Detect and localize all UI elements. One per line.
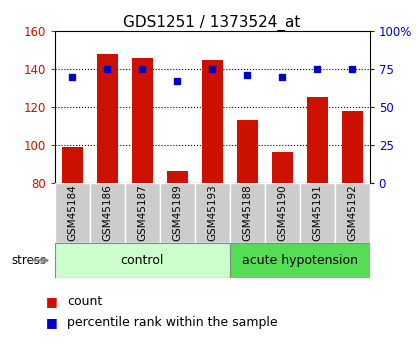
Bar [55,183,89,243]
Bar [167,171,188,183]
Bar [335,183,370,243]
Text: GSM45184: GSM45184 [67,185,77,242]
Text: GSM45193: GSM45193 [207,185,217,242]
Bar [194,183,230,243]
Bar [89,183,125,243]
Bar [131,58,152,183]
Text: GSM45189: GSM45189 [172,185,182,242]
Text: GSM45186: GSM45186 [102,185,112,242]
Bar [307,98,328,183]
Text: GSM45188: GSM45188 [242,185,252,242]
Text: GSM45187: GSM45187 [137,185,147,242]
Bar [55,243,230,278]
Bar [272,152,293,183]
Text: GSM45192: GSM45192 [347,185,357,242]
Text: GSM45190: GSM45190 [277,185,287,241]
Bar [299,183,335,243]
Text: acute hypotension: acute hypotension [241,254,357,267]
Title: GDS1251 / 1373524_at: GDS1251 / 1373524_at [123,15,301,31]
Text: ■: ■ [46,316,58,329]
Text: count: count [67,295,102,308]
Bar [341,111,362,183]
Bar [230,243,370,278]
Text: ■: ■ [46,295,58,308]
Bar [97,54,118,183]
Bar [125,183,160,243]
Bar [230,183,265,243]
Text: GSM45191: GSM45191 [312,185,322,242]
Bar [62,147,83,183]
Bar [265,183,299,243]
Text: stress: stress [11,254,46,267]
Bar [202,60,223,183]
Text: percentile rank within the sample: percentile rank within the sample [67,316,278,329]
Bar [160,183,194,243]
Text: control: control [121,254,164,267]
Bar [236,120,257,183]
